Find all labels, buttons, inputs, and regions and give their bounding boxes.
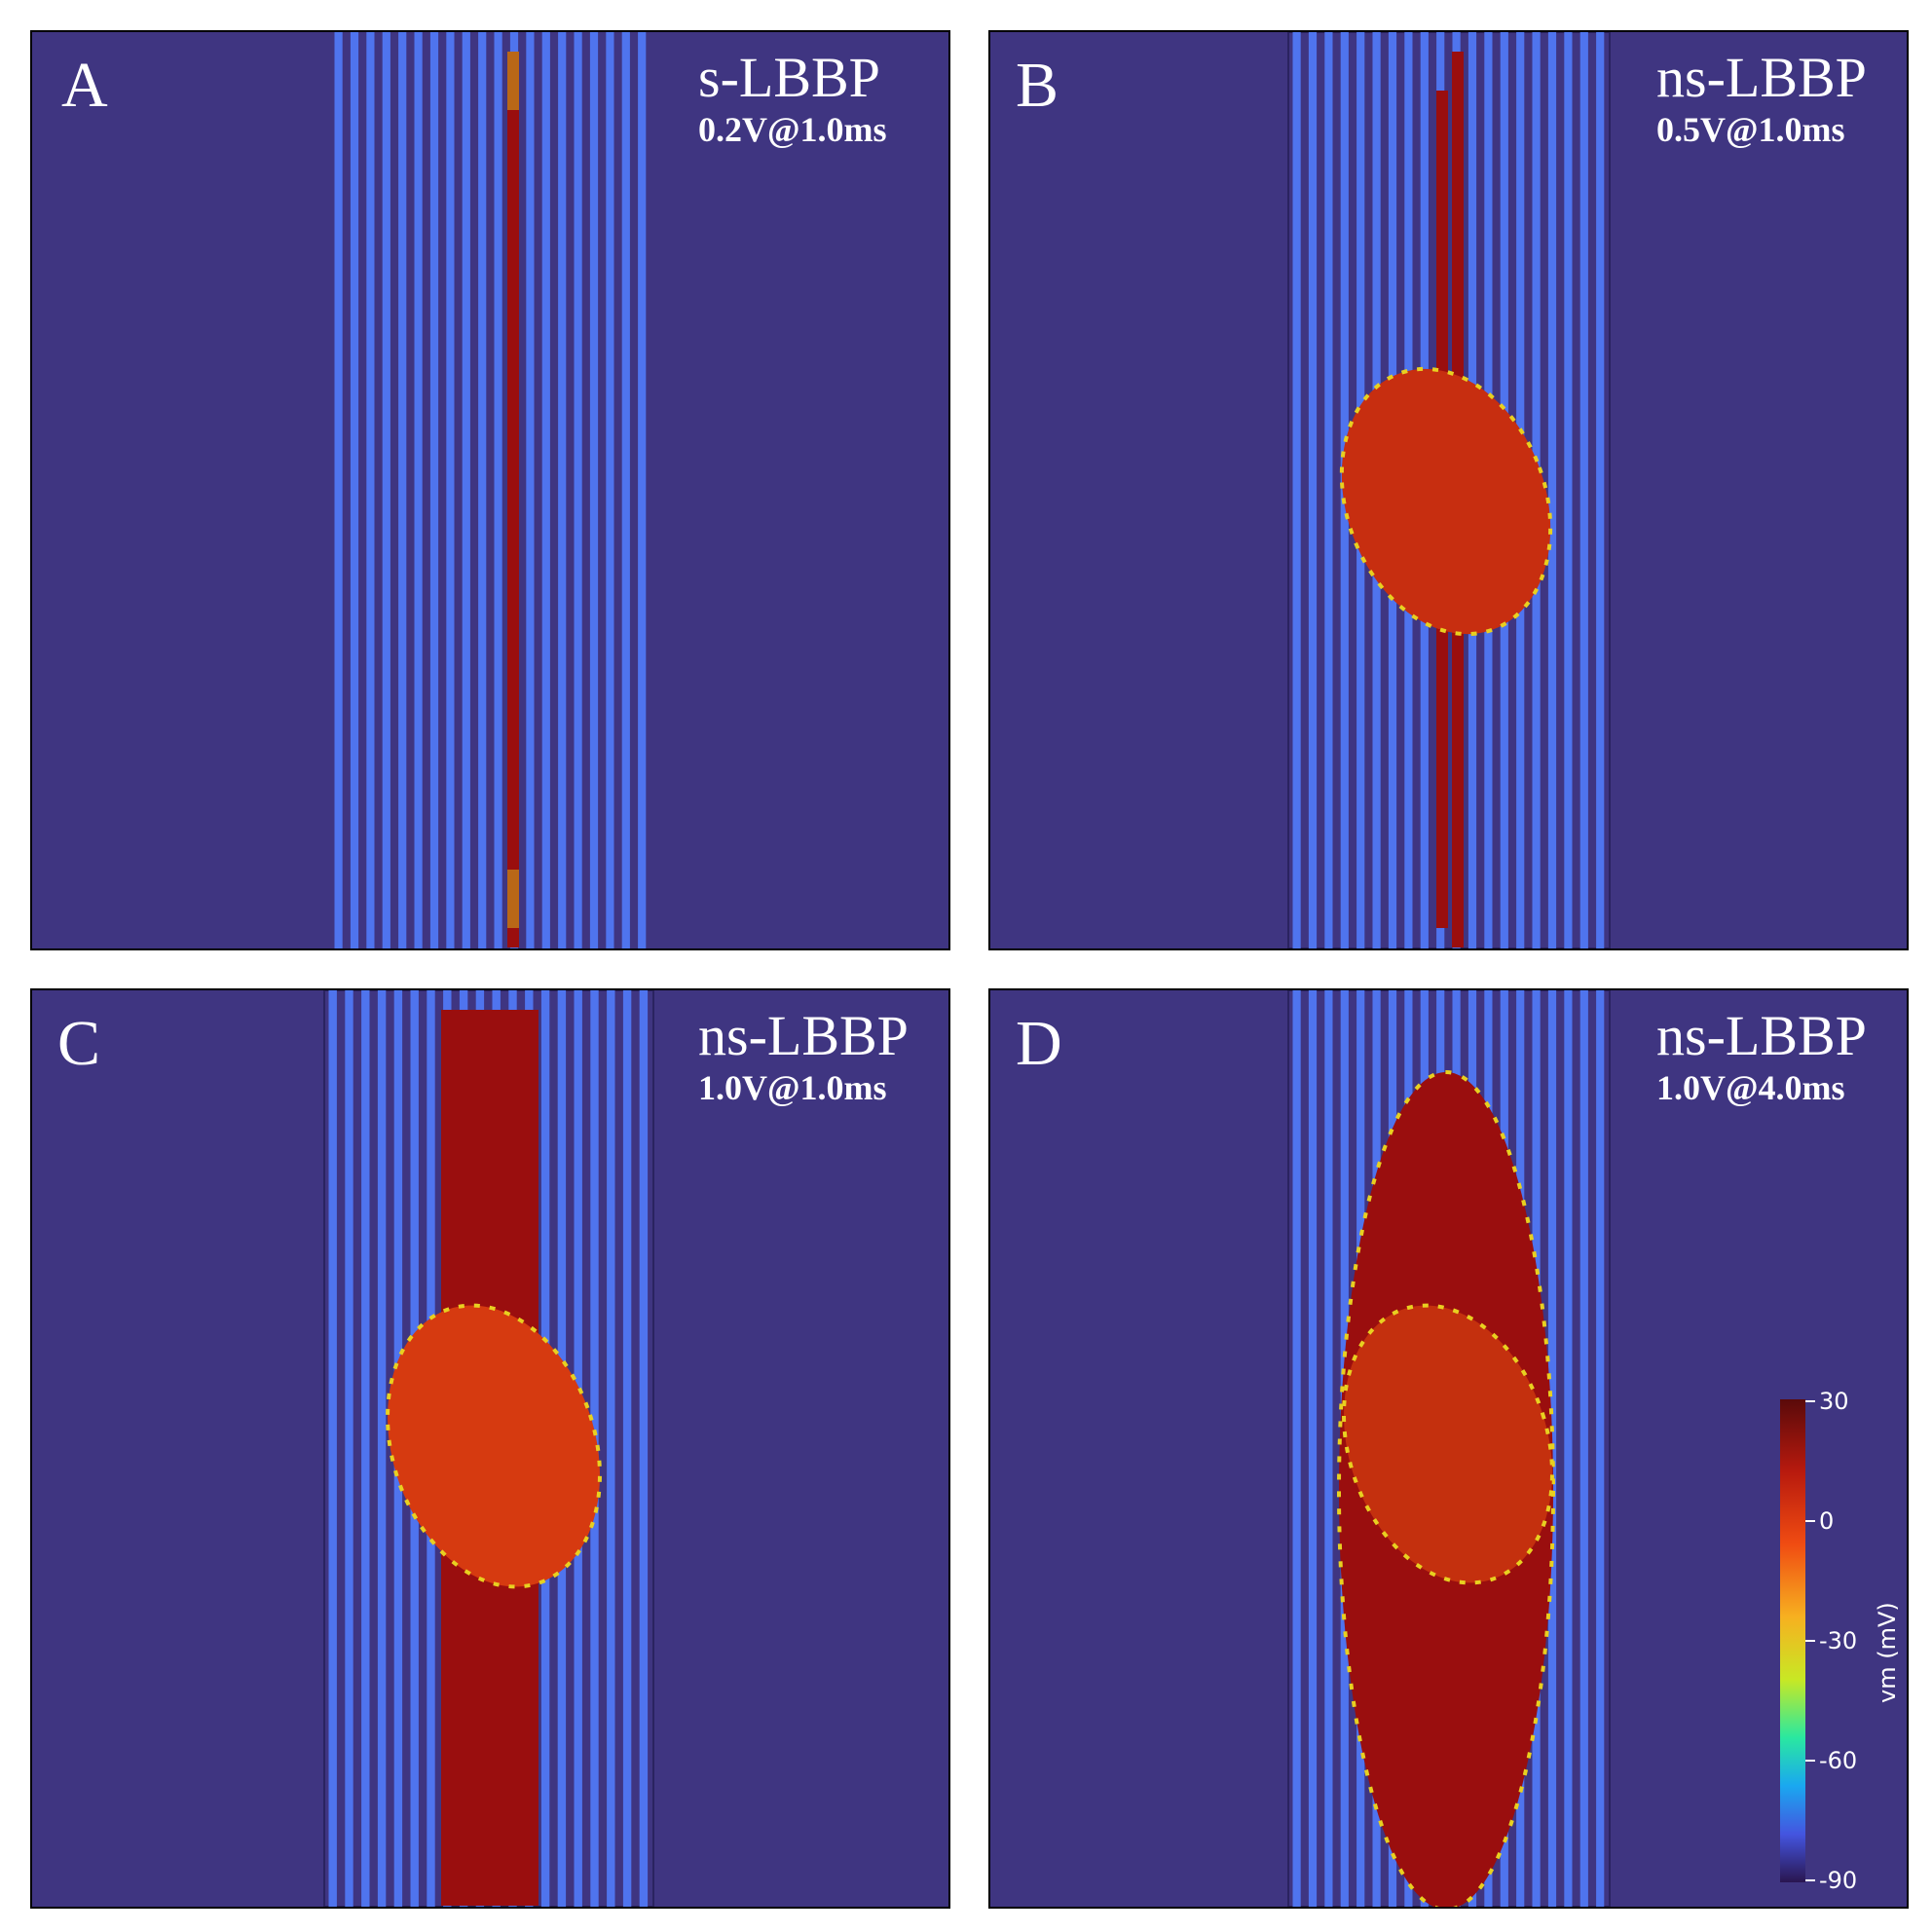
fiber-stripe — [606, 32, 614, 948]
fiber-stripe — [1547, 32, 1557, 948]
panel-c-title: ns-LBBP — [698, 1004, 909, 1067]
panel-d-title: ns-LBBP — [1656, 1004, 1867, 1067]
panel-a-title: s-LBBP — [698, 46, 880, 109]
fiber-stripe — [1308, 32, 1318, 948]
fiber-stripe — [446, 32, 455, 948]
fiber-stripe — [382, 32, 390, 948]
colorbar-title: vm (mV) — [1874, 1602, 1901, 1703]
fiber-stripe — [494, 32, 502, 948]
panel-c-letter: C — [57, 1008, 101, 1079]
panel-c: C ns-LBBP 1.0V@1.0ms — [30, 988, 950, 1909]
fiber-stripe — [639, 990, 649, 1907]
panel-c-param: 1.0V@1.0ms — [698, 1068, 887, 1107]
fiber-stripe — [1596, 990, 1605, 1907]
fiber-stripe — [1292, 990, 1301, 1907]
panel-b-field — [1287, 32, 1611, 948]
fiber-stripe — [334, 32, 343, 948]
fiber-stripe — [1324, 990, 1333, 1907]
fiber-stripe — [1564, 32, 1573, 948]
fiber-stripe — [607, 990, 615, 1907]
fiber-stripe — [1292, 32, 1301, 948]
fiber-stripe — [366, 32, 375, 948]
panel-b-title: ns-LBBP — [1656, 46, 1867, 109]
fiber-stripe — [1579, 990, 1588, 1907]
panel-a-fiber-tip-top — [507, 52, 519, 110]
fiber-stripe — [462, 32, 470, 948]
colorbar-tick-0: 0 — [1819, 1507, 1835, 1535]
fiber-stripe — [1308, 990, 1318, 1907]
fiber-stripe — [1596, 32, 1605, 948]
colorbar-tick-neg90: -90 — [1819, 1867, 1858, 1894]
fiber-stripe — [1324, 32, 1333, 948]
panel-d: D ns-LBBP 1.0V@4.0ms — [988, 988, 1909, 1909]
fiber-stripe — [328, 990, 337, 1907]
panel-b-letter: B — [1016, 50, 1059, 121]
fiber-stripe — [345, 990, 353, 1907]
fiber-stripe — [574, 32, 582, 948]
fiber-stripe — [526, 32, 535, 948]
colorbar: 30 0 -30 -60 -90 vm (mV) — [1780, 1390, 1907, 1892]
colorbar-tick-30: 30 — [1819, 1388, 1849, 1415]
panel-d-field — [1287, 990, 1611, 1907]
fiber-stripe — [350, 32, 359, 948]
panel-d-inner-activation-region — [1342, 1303, 1554, 1585]
fiber-stripe — [429, 32, 439, 948]
panel-c-field — [323, 990, 654, 1907]
panel-d-letter: D — [1016, 1008, 1062, 1079]
panel-d-param: 1.0V@4.0ms — [1656, 1068, 1845, 1107]
colorbar-gradient — [1780, 1399, 1815, 1882]
fiber-stripe — [414, 32, 423, 948]
panel-a-field — [334, 32, 647, 948]
fiber-stripe — [361, 990, 370, 1907]
panel-b-param: 0.5V@1.0ms — [1656, 110, 1845, 149]
panel-a-activated-fiber — [507, 52, 519, 947]
panel-a-letter: A — [61, 50, 108, 121]
fiber-stripe — [398, 32, 407, 948]
panel-b-activation-region — [1339, 366, 1553, 637]
fiber-stripe — [478, 32, 487, 948]
panel-a-fiber-tip-bottom — [507, 870, 519, 928]
fiber-stripe — [589, 32, 599, 948]
fiber-stripe — [377, 990, 387, 1907]
panel-a-param: 0.2V@1.0ms — [698, 110, 887, 149]
colorbar-tick-neg60: -60 — [1819, 1747, 1858, 1774]
panel-a: A s-LBBP 0.2V@1.0ms — [30, 30, 950, 950]
fiber-stripe — [1564, 990, 1573, 1907]
panel-a-fibers — [334, 32, 647, 948]
panel-b: B ns-LBBP 0.5V@1.0ms — [988, 30, 1909, 950]
fiber-stripe — [558, 32, 567, 948]
fiber-stripe — [1579, 32, 1588, 948]
fiber-stripe — [622, 990, 632, 1907]
fiber-stripe — [541, 32, 550, 948]
fiber-stripe — [638, 32, 647, 948]
fiber-stripe — [621, 32, 630, 948]
colorbar-tick-neg30: -30 — [1819, 1627, 1858, 1654]
panel-c-activation-region — [386, 1303, 602, 1589]
